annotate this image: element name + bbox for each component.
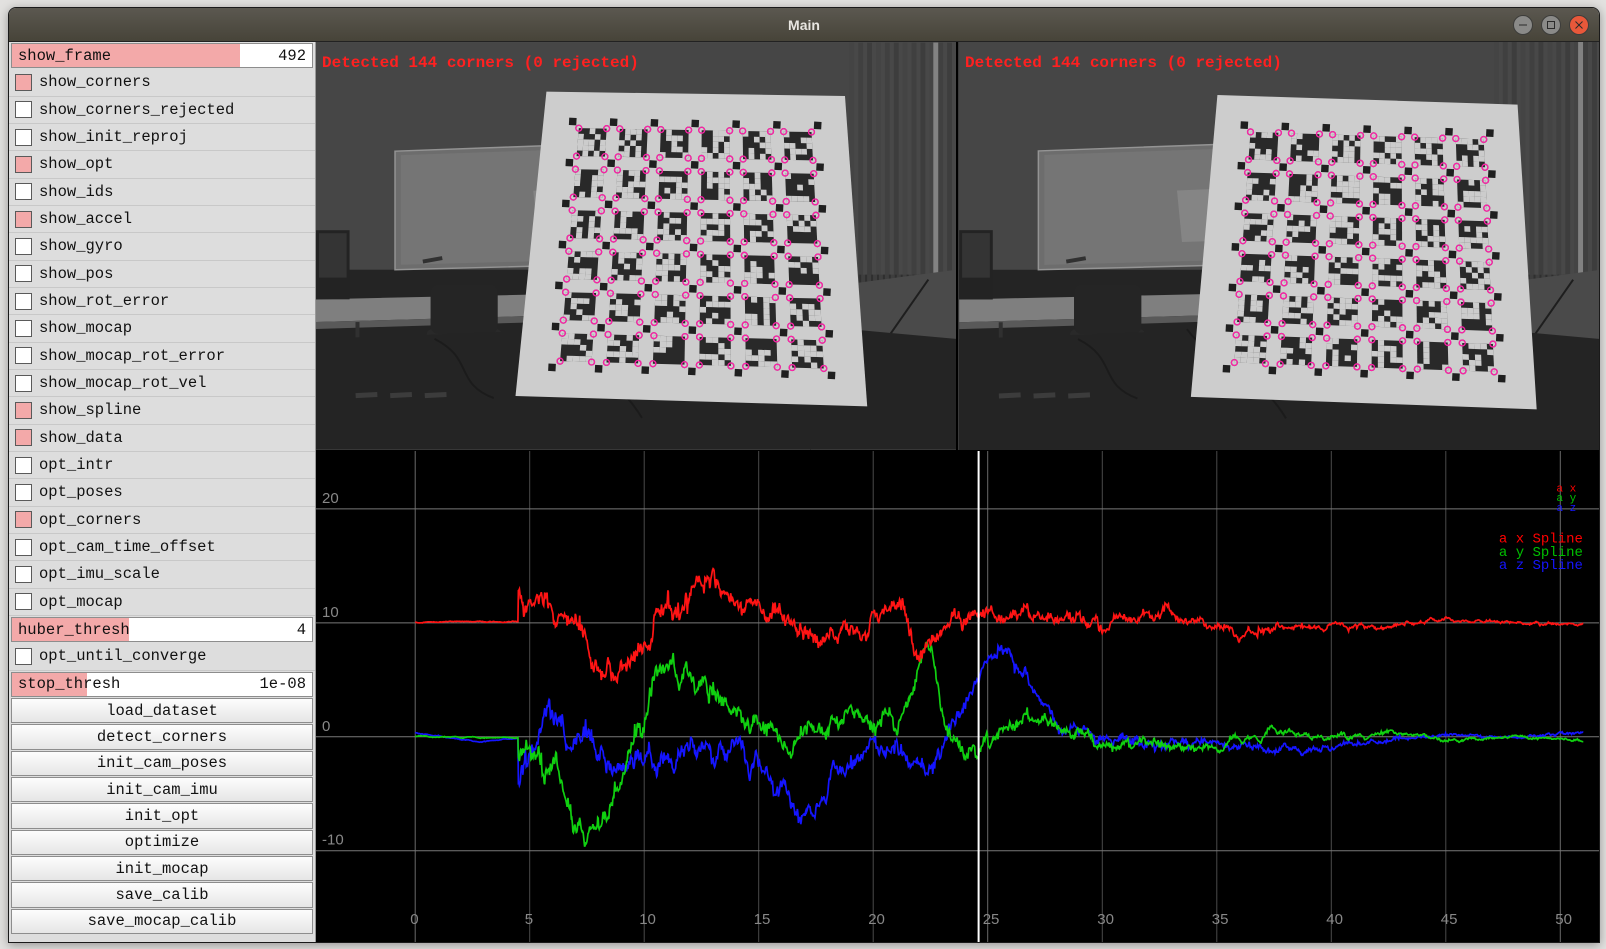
svg-text:25: 25 (983, 911, 1000, 928)
svg-text:20: 20 (322, 490, 339, 507)
svg-text:30: 30 (1097, 911, 1114, 928)
svg-text:45: 45 (1441, 911, 1458, 928)
svg-text:a z: a z (1556, 503, 1576, 515)
svg-text:40: 40 (1326, 911, 1343, 928)
svg-text:20: 20 (868, 911, 885, 928)
svg-text:a z Spline: a z Spline (1499, 558, 1583, 574)
svg-text:0: 0 (410, 911, 418, 928)
svg-text:15: 15 (754, 911, 771, 928)
svg-text:35: 35 (1212, 911, 1229, 928)
svg-text:-10: -10 (322, 832, 344, 849)
svg-text:10: 10 (639, 911, 656, 928)
svg-text:5: 5 (525, 911, 533, 928)
svg-text:0: 0 (322, 718, 330, 735)
svg-text:10: 10 (322, 604, 339, 621)
svg-text:50: 50 (1555, 911, 1572, 928)
